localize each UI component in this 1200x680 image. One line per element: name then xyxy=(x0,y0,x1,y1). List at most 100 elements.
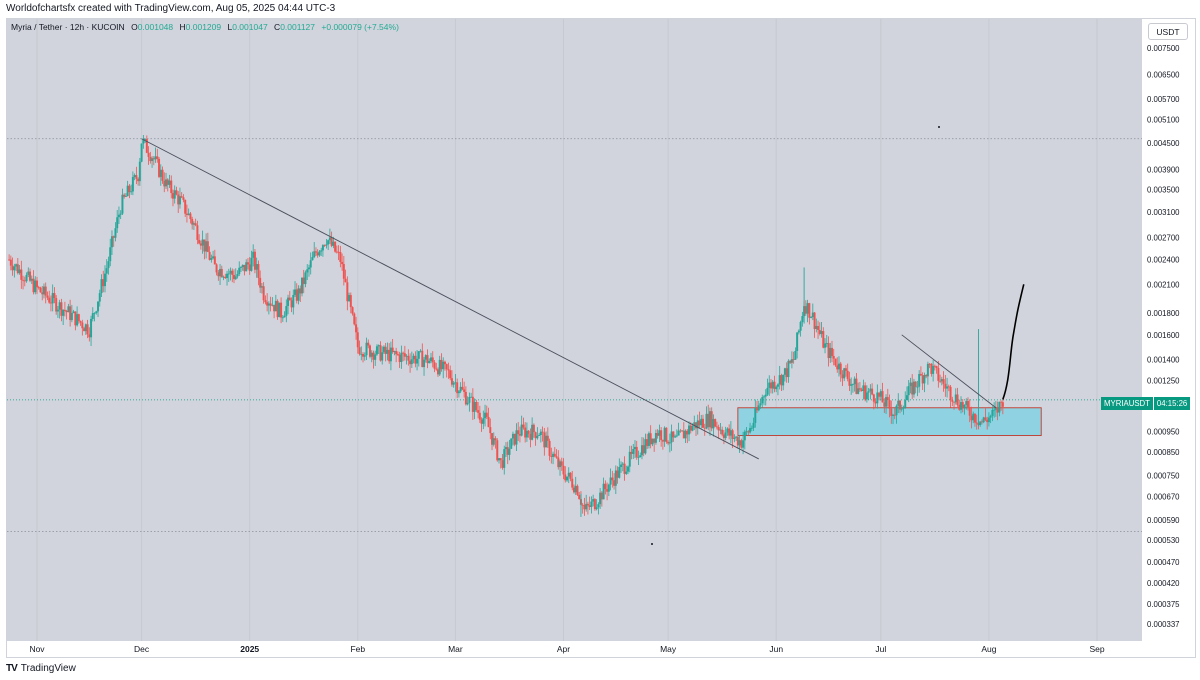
candle-body xyxy=(681,430,684,432)
candle-body xyxy=(435,368,438,370)
candle-body xyxy=(864,385,867,400)
price-chart[interactable]: 0.007500 0.006500 0.005700 0.005100 0.004500… xyxy=(7,19,1195,657)
candle-body xyxy=(42,286,45,295)
candle-body xyxy=(70,312,73,321)
candle-body xyxy=(993,409,996,411)
candle-body xyxy=(389,347,392,362)
candle-body xyxy=(281,317,284,319)
candle-body xyxy=(724,432,727,439)
price-axis[interactable]: 0.007500 0.006500 0.005700 0.005100 0.004500… xyxy=(1142,19,1195,657)
candle-body xyxy=(822,331,825,348)
candle-body xyxy=(463,389,466,392)
candle-body xyxy=(53,293,56,299)
candle-body xyxy=(39,287,42,293)
candle-body xyxy=(989,415,992,418)
candle-body xyxy=(86,324,89,335)
candle-body xyxy=(421,350,424,368)
candle-body xyxy=(731,430,734,439)
candle-body xyxy=(543,432,546,448)
candle-body xyxy=(459,386,462,392)
candle-body xyxy=(792,359,795,360)
candle-body xyxy=(848,378,851,386)
candle-body xyxy=(114,228,117,238)
candle-body xyxy=(356,332,359,348)
candle-body xyxy=(245,262,248,272)
candle-body xyxy=(128,185,131,193)
candle-body xyxy=(963,404,966,409)
candle-body xyxy=(811,312,814,318)
candle-body xyxy=(907,386,910,396)
candle-body xyxy=(567,472,570,477)
candle-body xyxy=(797,330,800,333)
candle-body xyxy=(609,477,612,485)
candle-body xyxy=(445,364,448,370)
candle-body xyxy=(600,492,603,500)
candle-body xyxy=(806,303,809,314)
candle-body xyxy=(729,430,732,436)
y-tick-label: 0.001800 xyxy=(1147,309,1180,318)
short-trendline xyxy=(901,334,997,409)
candle-body xyxy=(327,240,330,245)
candle-body xyxy=(335,251,338,253)
candle-body xyxy=(918,373,921,387)
candle-body xyxy=(698,420,701,426)
candle-body xyxy=(796,332,799,351)
candle-body xyxy=(902,407,905,409)
candle-body xyxy=(252,251,255,258)
candle-body xyxy=(81,322,84,329)
candle-body xyxy=(721,429,724,435)
candle-body xyxy=(771,381,774,389)
candle-body xyxy=(914,381,917,387)
candle-body xyxy=(175,190,178,195)
candle-body xyxy=(689,425,692,431)
candle-body xyxy=(679,430,682,432)
currency-button[interactable]: USDT xyxy=(1148,23,1188,40)
candle-body xyxy=(794,350,797,360)
candle-body xyxy=(257,264,260,278)
candle-body xyxy=(318,251,321,256)
candle-body xyxy=(998,401,1001,413)
close-value: 0.001127 xyxy=(280,22,316,32)
candle-body xyxy=(832,356,835,359)
candles xyxy=(8,134,1004,517)
candle-body xyxy=(386,349,389,354)
candle-body xyxy=(586,503,589,506)
candle-body xyxy=(163,180,166,187)
chart-frame[interactable]: 0.007500 0.006500 0.005700 0.005100 0.004500… xyxy=(6,18,1196,658)
candle-body xyxy=(747,431,750,433)
candle-body xyxy=(269,303,272,306)
candle-body xyxy=(388,349,391,362)
candle-body xyxy=(219,268,222,277)
candle-body xyxy=(22,279,25,281)
candle-body xyxy=(154,156,157,160)
candle-body xyxy=(501,460,504,468)
candle-body xyxy=(607,484,610,492)
candle-body xyxy=(926,363,929,377)
candle-body xyxy=(316,252,319,256)
candle-body xyxy=(939,380,942,382)
candle-body xyxy=(684,430,687,439)
candle-body xyxy=(321,245,324,251)
candle-body xyxy=(461,386,464,390)
candle-body xyxy=(20,269,23,280)
candle-body xyxy=(498,458,501,461)
candle-body xyxy=(177,194,180,205)
candle-body xyxy=(700,418,703,426)
time-axis[interactable]: Nov Dec 2025 Feb Mar Apr May Jun Jul Aug Sep xyxy=(7,641,1142,657)
candle-body xyxy=(557,457,560,468)
candle-body xyxy=(410,359,413,365)
candle-body xyxy=(131,176,134,192)
candle-body xyxy=(576,485,579,495)
candle-body xyxy=(862,385,865,391)
candle-body xyxy=(307,267,310,270)
candle-body xyxy=(199,243,202,246)
candle-body xyxy=(583,504,586,510)
candle-body xyxy=(391,347,394,353)
candle-body xyxy=(133,175,136,177)
candle-body xyxy=(780,375,783,386)
candle-body xyxy=(72,311,75,313)
candle-body xyxy=(881,391,884,403)
candle-body xyxy=(677,430,680,436)
candle-body xyxy=(494,438,497,441)
y-tick-label: 0.000530 xyxy=(1147,536,1180,545)
